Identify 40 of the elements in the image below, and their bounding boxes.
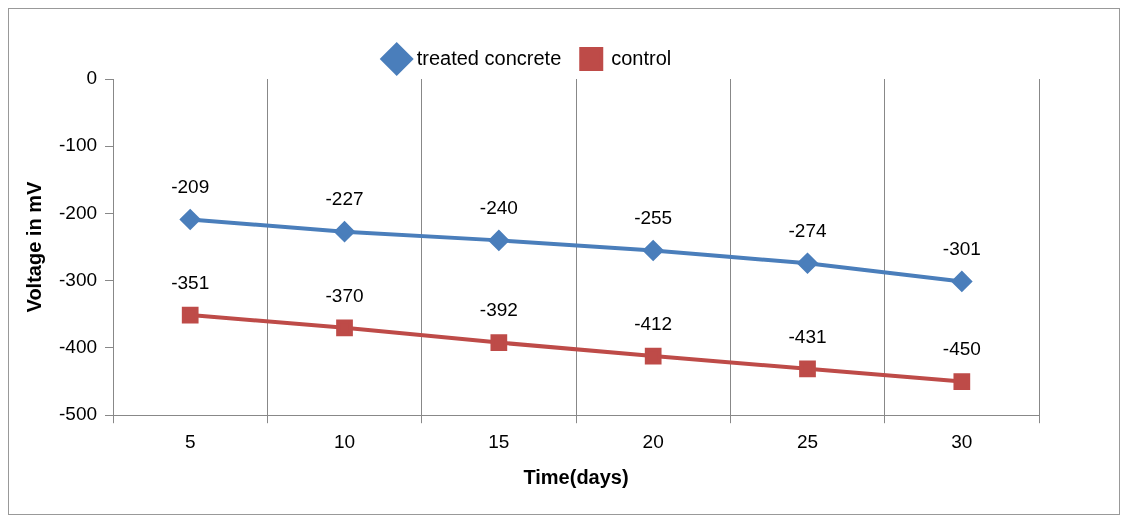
data-label: -351 [171, 271, 210, 293]
x-tick-label: 20 [642, 430, 664, 452]
y-tick-label: -200 [59, 201, 98, 223]
data-label: -240 [479, 197, 518, 219]
legend-label: treated concrete [416, 46, 562, 69]
point [953, 373, 971, 390]
data-label: -412 [634, 312, 673, 334]
legend-label: control [611, 46, 672, 69]
y-axis-title: Voltage in mV [22, 181, 45, 313]
y-tick-label: 0 [86, 67, 98, 89]
y-tick-label: -400 [59, 336, 98, 358]
data-label: -450 [942, 338, 981, 360]
data-label: -255 [634, 207, 673, 229]
data-label: -209 [171, 176, 210, 198]
y-tick-label: -100 [59, 134, 98, 156]
point [951, 271, 972, 292]
data-label: -392 [479, 299, 518, 321]
y-tick-label: -300 [59, 268, 98, 290]
x-tick-label: 30 [951, 430, 973, 452]
point [336, 319, 353, 337]
data-label: -301 [942, 238, 981, 260]
x-tick-label: 15 [488, 430, 510, 452]
point [181, 306, 199, 324]
point [488, 230, 509, 251]
point [799, 360, 816, 378]
x-tick-label: 25 [796, 430, 819, 452]
point [643, 240, 664, 261]
x-axis-title: Time(days) [523, 465, 629, 488]
data-label: -274 [788, 219, 827, 241]
x-tick-label: 5 [184, 430, 196, 452]
point [334, 221, 355, 242]
point [644, 347, 662, 365]
data-label: -370 [325, 284, 364, 306]
point [490, 334, 508, 351]
data-label: -431 [788, 325, 827, 347]
data-label: -227 [325, 188, 364, 210]
point [180, 209, 201, 230]
point [797, 253, 818, 274]
x-tick-label: 10 [333, 430, 356, 452]
y-tick-label: -500 [59, 403, 98, 425]
